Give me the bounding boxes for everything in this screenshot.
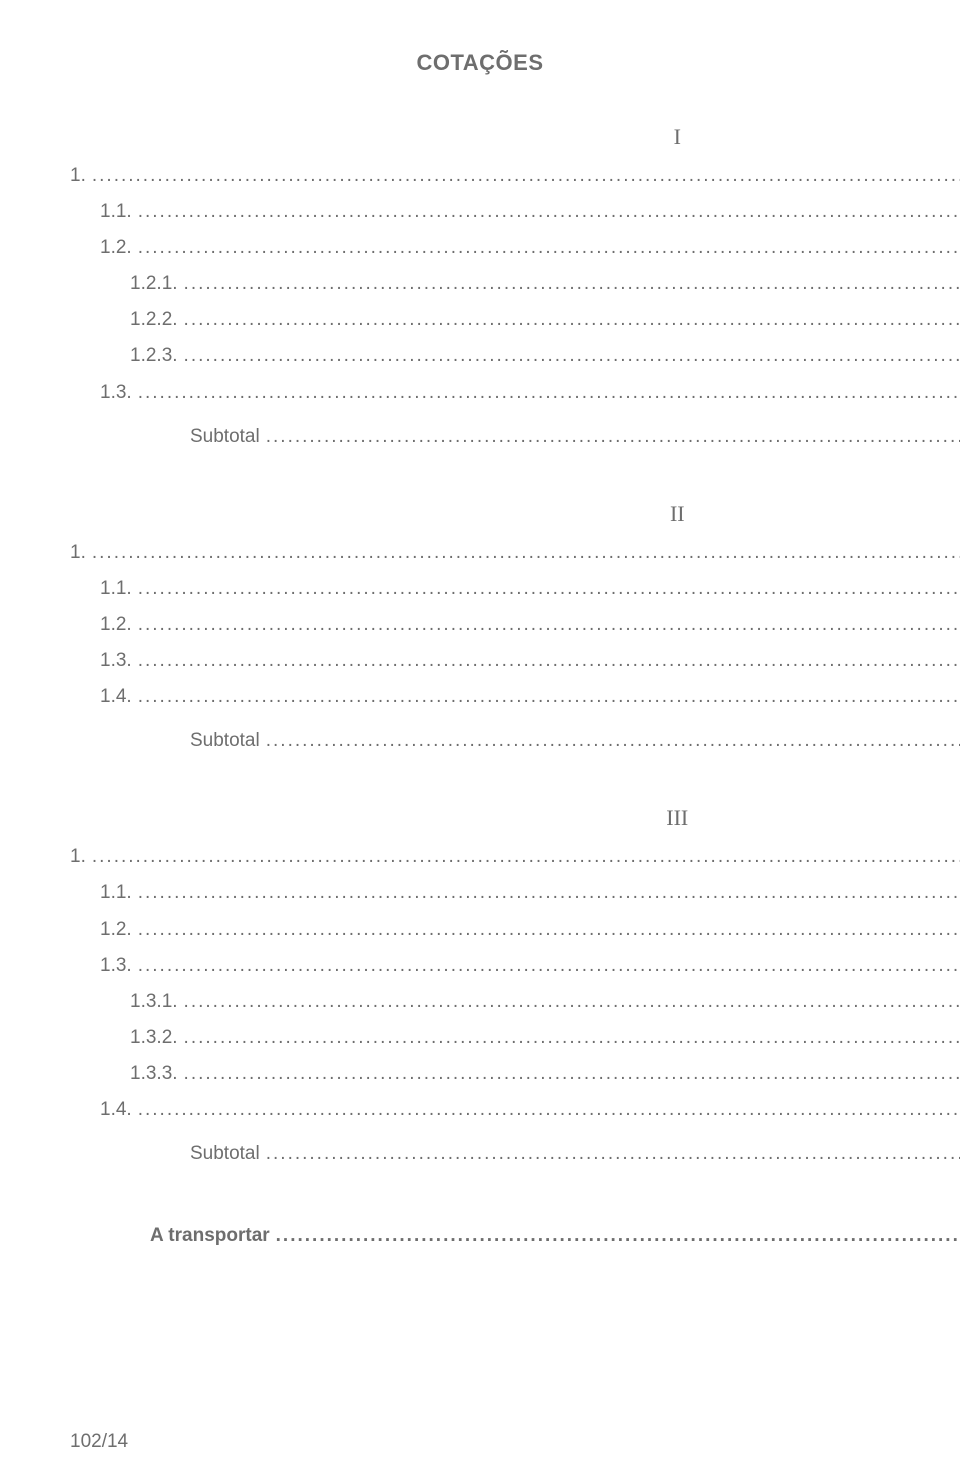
row: 1.3.8 pontos <box>70 643 960 679</box>
dots <box>138 607 960 643</box>
carry-label: A transportar <box>150 1218 270 1254</box>
subtotal-row: Subtotal30 pontos <box>70 723 960 759</box>
dots <box>138 875 960 911</box>
dots <box>276 1218 960 1254</box>
row: 1.3.4 pontos <box>70 375 960 411</box>
row-label: 1.3.3. <box>130 1056 178 1092</box>
dots <box>138 571 960 607</box>
carry-row: A transportar100 pontos <box>70 1218 960 1254</box>
row-label: 1.3. <box>100 375 132 411</box>
dots <box>138 643 960 679</box>
row-label: 1.3. <box>100 643 132 679</box>
dots <box>184 338 960 374</box>
row-label: 1.3. <box>100 948 132 984</box>
row: 1.1.8 pontos <box>70 194 960 230</box>
dots <box>266 419 960 455</box>
dots <box>266 723 960 759</box>
row: 1.2.18 pontos <box>70 230 960 266</box>
row: 1.3.1.6 pontos <box>70 984 960 1020</box>
row-label: 1.3.2. <box>130 1020 178 1056</box>
subtotal-row: Subtotal30 pontos <box>70 419 960 455</box>
rule-wrap <box>70 715 960 719</box>
dots <box>138 912 960 948</box>
row-label: 1.2. <box>100 230 132 266</box>
dots <box>184 1020 960 1056</box>
row: 1.3.3.6 pontos <box>70 1056 960 1092</box>
row: 1.2.6 pontos <box>70 607 960 643</box>
row: 1.4.8 pontos <box>70 679 960 715</box>
rule-wrap <box>70 1128 960 1132</box>
dots <box>92 535 960 571</box>
section-roman-1: I <box>70 124 960 150</box>
section-roman-3: III <box>70 805 960 831</box>
dots <box>138 375 960 411</box>
dots <box>184 984 960 1020</box>
subtotal-label: Subtotal <box>190 723 260 759</box>
dots <box>266 1136 960 1172</box>
dots <box>92 158 960 194</box>
dots <box>92 839 960 875</box>
row-label: 1.4. <box>100 679 132 715</box>
dots <box>138 230 960 266</box>
section-roman-2: II <box>70 501 960 527</box>
rule-wrap <box>70 411 960 415</box>
columns: I 1.30 pontos 1.1.8 pontos 1.2.18 pontos… <box>70 104 890 1254</box>
row-label: 1.1. <box>100 194 132 230</box>
row-label: 1.2.3. <box>130 338 178 374</box>
row: 1.4.8 pontos <box>70 1092 960 1128</box>
dots <box>138 948 960 984</box>
row: 1.2.2.6 pontos <box>70 302 960 338</box>
row-label: 1.2. <box>100 607 132 643</box>
row: 1.1.8 pontos <box>70 571 960 607</box>
subtotal-label: Subtotal <box>190 419 260 455</box>
row-label: 1.1. <box>100 571 132 607</box>
row-label: 1.1. <box>100 875 132 911</box>
subtotal-row: Subtotal40 pontos <box>70 1136 960 1172</box>
row-label: 1.4. <box>100 1092 132 1128</box>
left-column: I 1.30 pontos 1.1.8 pontos 1.2.18 pontos… <box>70 104 960 1254</box>
row: 1.2.8 pontos <box>70 912 960 948</box>
page-footer: 102/14 <box>70 1431 128 1453</box>
page-title: COTAÇÕES <box>70 50 890 76</box>
row-label: 1.3.1. <box>130 984 178 1020</box>
row-label: 1.2.2. <box>130 302 178 338</box>
row-label: 1. <box>70 158 86 194</box>
row: 1.2.1.6 pontos <box>70 266 960 302</box>
row: 1.30 pontos <box>70 158 960 194</box>
row: 1.1.6 pontos <box>70 875 960 911</box>
row: 1.3.18 pontos <box>70 948 960 984</box>
row-label: 1.2.1. <box>130 266 178 302</box>
dots <box>184 1056 960 1092</box>
row: 1.40 pontos <box>70 839 960 875</box>
dots <box>138 679 960 715</box>
dots <box>138 194 960 230</box>
row-label: 1. <box>70 839 86 875</box>
dots <box>138 1092 960 1128</box>
row: 1.30 pontos <box>70 535 960 571</box>
row: 1.2.3.6 pontos <box>70 338 960 374</box>
row: 1.3.2.6 pontos <box>70 1020 960 1056</box>
row-label: 1.2. <box>100 912 132 948</box>
dots <box>184 266 960 302</box>
subtotal-label: Subtotal <box>190 1136 260 1172</box>
row-label: 1. <box>70 535 86 571</box>
dots <box>184 302 960 338</box>
